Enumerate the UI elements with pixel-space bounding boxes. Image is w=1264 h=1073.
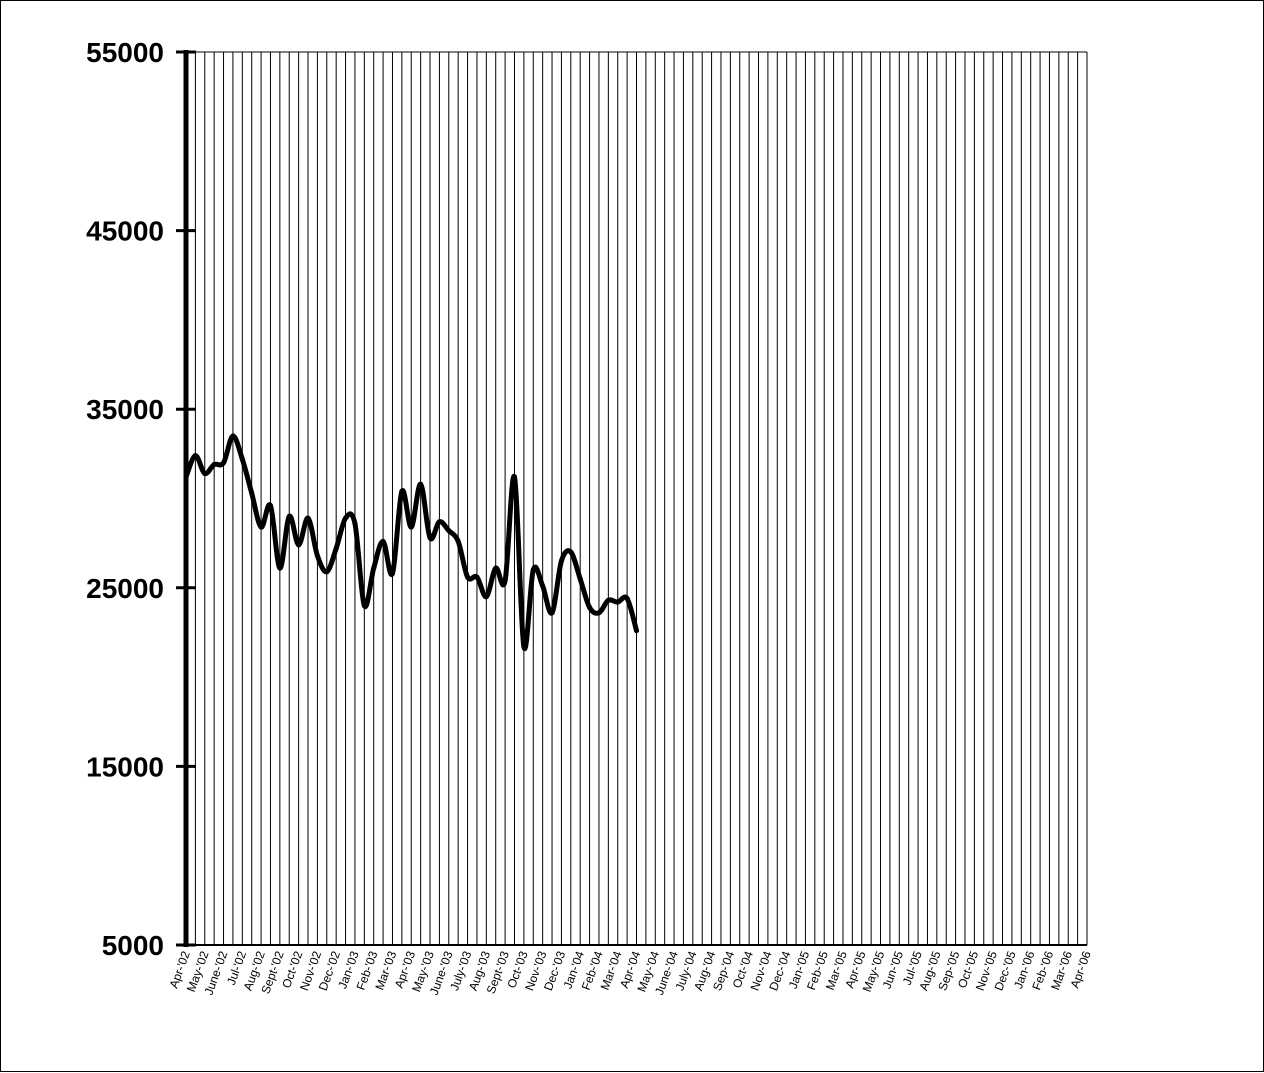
x-axis-ticks: Apr-'02May-'02June-'02Jul-'02Aug-'02Sept… [167,949,1094,997]
data-point [540,583,546,589]
y-tick-label: 25000 [86,573,164,604]
data-point [389,571,395,577]
data-point [549,610,555,616]
data-point [192,453,198,459]
data-point [502,578,508,584]
data-point [511,474,517,480]
y-tick-label: 15000 [86,751,164,782]
data-point [455,538,461,544]
data-point [427,535,433,541]
data-point [596,610,602,616]
data-point [371,565,377,571]
data-point [418,481,424,487]
data-point [587,604,593,610]
data-point [615,599,621,605]
data-point [361,603,367,609]
data-point [239,456,245,462]
data-point [568,549,574,555]
data-point [408,524,414,530]
data-point [558,558,564,564]
data-point [352,521,358,526]
data-point [530,567,536,573]
data-point [343,515,349,521]
data-point [634,628,639,634]
y-tick-label: 55000 [86,37,164,68]
data-point [277,565,283,571]
data-point [446,528,452,534]
data-point [324,569,330,575]
data-point [605,597,611,603]
data-point [436,519,442,525]
data-point [380,538,386,544]
data-point [577,576,583,582]
data-point [286,513,292,519]
data-point [305,515,311,521]
data-point [221,460,227,466]
data-point [465,574,471,580]
y-axis-ticks: 55000 45000 35000 25000 15000 5000 [86,37,196,961]
y-tick-label: 5000 [102,930,164,961]
y-tick-label: 45000 [86,216,164,247]
series-line [183,433,639,652]
data-point [183,474,189,480]
data-point [399,488,405,494]
data-point [483,594,489,600]
axes [183,50,1087,947]
data-point [314,553,320,559]
data-point [493,565,499,571]
data-point [521,644,527,650]
data-point [249,490,255,496]
data-point [624,596,630,602]
data-point [474,574,480,580]
grid-lines [186,51,1088,945]
data-point [333,546,339,552]
series [183,433,639,652]
data-point [202,471,208,476]
y-tick-label: 35000 [86,394,164,425]
data-point [267,503,273,509]
data-point [230,433,236,439]
data-point [211,462,217,468]
data-point [296,542,302,548]
data-point [258,524,264,530]
